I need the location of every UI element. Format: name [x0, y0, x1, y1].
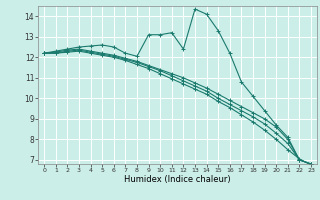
X-axis label: Humidex (Indice chaleur): Humidex (Indice chaleur)	[124, 175, 231, 184]
